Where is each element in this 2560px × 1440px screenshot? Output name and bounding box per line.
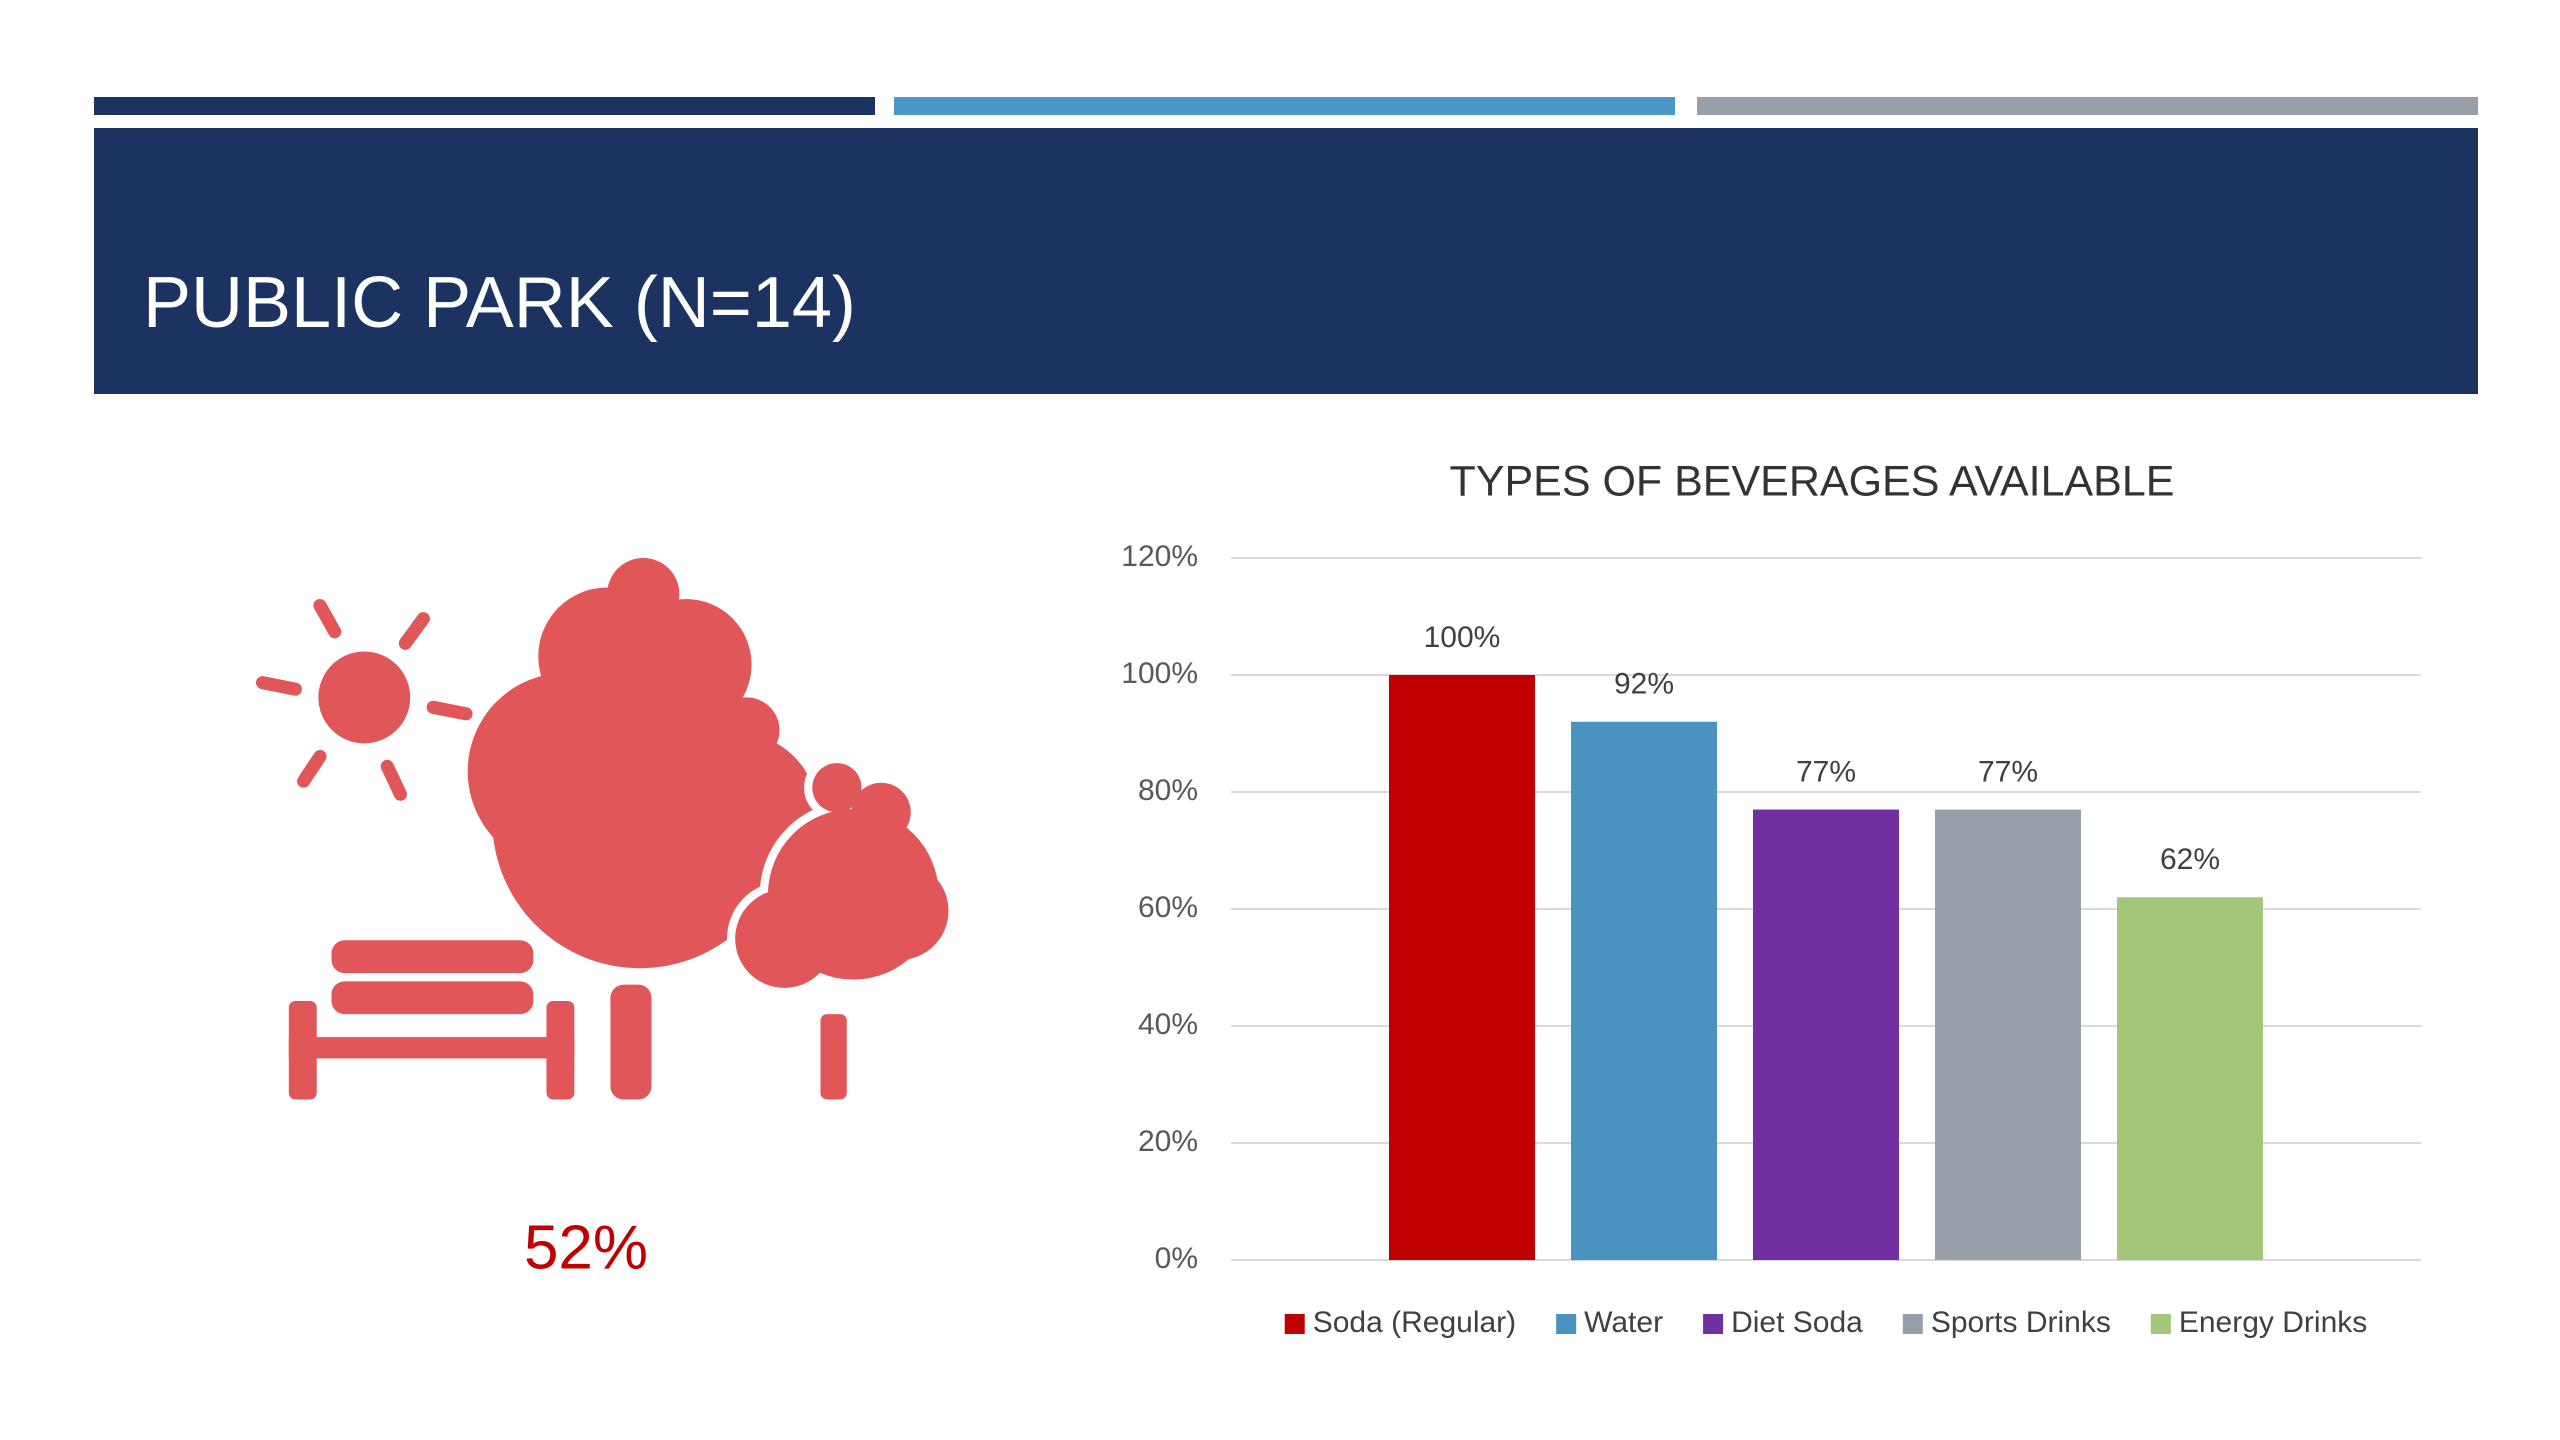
chart-title: TYPES OF BEVERAGES AVAILABLE — [1450, 457, 2175, 505]
y-tick-label: 0% — [1155, 1242, 1198, 1275]
data-label: 92% — [1614, 668, 1674, 701]
legend-label: Diet Soda — [1731, 1306, 1863, 1339]
y-tick-label: 40% — [1138, 1008, 1198, 1041]
accent-bar — [894, 97, 1675, 115]
data-label: 100% — [1424, 621, 1501, 654]
bar — [1935, 809, 2081, 1260]
y-tick-label: 120% — [1121, 540, 1198, 573]
data-label: 77% — [1796, 755, 1856, 788]
legend-label: Sports Drinks — [1931, 1306, 2111, 1339]
data-label: 77% — [1978, 755, 2038, 788]
y-tick-label: 100% — [1121, 657, 1198, 690]
accent-bar — [94, 97, 875, 115]
legend-label: Energy Drinks — [2179, 1306, 2367, 1339]
legend-swatch — [1284, 1314, 1305, 1334]
legend-label: Soda (Regular) — [1313, 1306, 1516, 1339]
slide-title: PUBLIC PARK (N=14) — [143, 263, 856, 343]
park-icon — [255, 557, 957, 1100]
y-tick-label: 80% — [1138, 774, 1198, 807]
legend-swatch — [2150, 1314, 2171, 1334]
data-label: 62% — [2160, 843, 2220, 876]
legend-label: Water — [1584, 1306, 1663, 1339]
accent-bar — [1697, 97, 2478, 115]
header-band — [94, 128, 2478, 394]
stat-value: 52% — [524, 1213, 648, 1282]
bar — [2117, 897, 2263, 1260]
y-tick-label: 60% — [1138, 891, 1198, 924]
bar — [1571, 721, 1717, 1260]
legend-swatch — [1556, 1314, 1577, 1334]
y-tick-label: 20% — [1138, 1125, 1198, 1158]
bar — [1389, 675, 1535, 1260]
legend-swatch — [1902, 1314, 1923, 1334]
bar — [1753, 809, 1899, 1260]
legend-swatch — [1703, 1314, 1724, 1334]
